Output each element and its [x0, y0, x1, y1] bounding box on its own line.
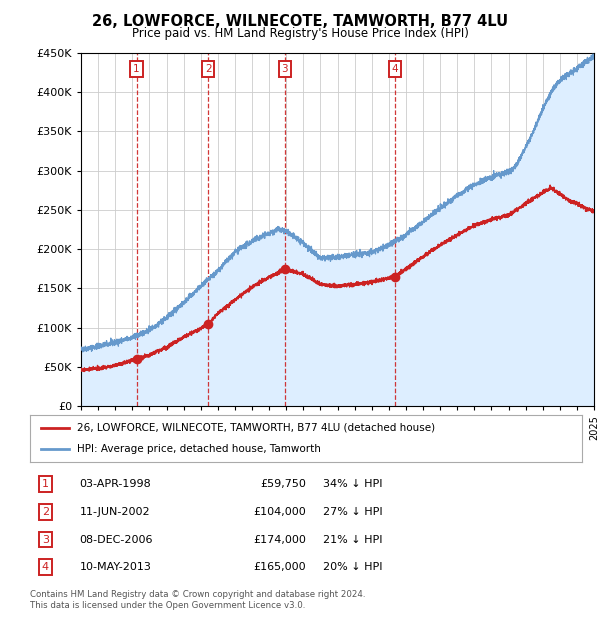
- Text: 1: 1: [133, 64, 140, 74]
- Text: 34% ↓ HPI: 34% ↓ HPI: [323, 479, 382, 489]
- Text: 20% ↓ HPI: 20% ↓ HPI: [323, 562, 382, 572]
- Text: 1: 1: [42, 479, 49, 489]
- Text: 3: 3: [281, 64, 288, 74]
- Text: 11-JUN-2002: 11-JUN-2002: [80, 507, 151, 517]
- Text: 4: 4: [392, 64, 398, 74]
- Text: 10-MAY-2013: 10-MAY-2013: [80, 562, 152, 572]
- Text: £165,000: £165,000: [253, 562, 306, 572]
- Text: 21% ↓ HPI: 21% ↓ HPI: [323, 534, 382, 544]
- Text: 2: 2: [42, 507, 49, 517]
- Text: 27% ↓ HPI: 27% ↓ HPI: [323, 507, 382, 517]
- Text: Contains HM Land Registry data © Crown copyright and database right 2024.: Contains HM Land Registry data © Crown c…: [30, 590, 365, 600]
- Text: 3: 3: [42, 534, 49, 544]
- Text: £104,000: £104,000: [253, 507, 306, 517]
- Text: £59,750: £59,750: [260, 479, 306, 489]
- Text: 26, LOWFORCE, WILNECOTE, TAMWORTH, B77 4LU: 26, LOWFORCE, WILNECOTE, TAMWORTH, B77 4…: [92, 14, 508, 29]
- Text: £174,000: £174,000: [253, 534, 306, 544]
- Text: 08-DEC-2006: 08-DEC-2006: [80, 534, 153, 544]
- Text: 4: 4: [42, 562, 49, 572]
- Text: HPI: Average price, detached house, Tamworth: HPI: Average price, detached house, Tamw…: [77, 445, 321, 454]
- Text: 2: 2: [205, 64, 212, 74]
- Text: Price paid vs. HM Land Registry's House Price Index (HPI): Price paid vs. HM Land Registry's House …: [131, 27, 469, 40]
- Text: This data is licensed under the Open Government Licence v3.0.: This data is licensed under the Open Gov…: [30, 601, 305, 611]
- Text: 26, LOWFORCE, WILNECOTE, TAMWORTH, B77 4LU (detached house): 26, LOWFORCE, WILNECOTE, TAMWORTH, B77 4…: [77, 423, 435, 433]
- Text: 03-APR-1998: 03-APR-1998: [80, 479, 151, 489]
